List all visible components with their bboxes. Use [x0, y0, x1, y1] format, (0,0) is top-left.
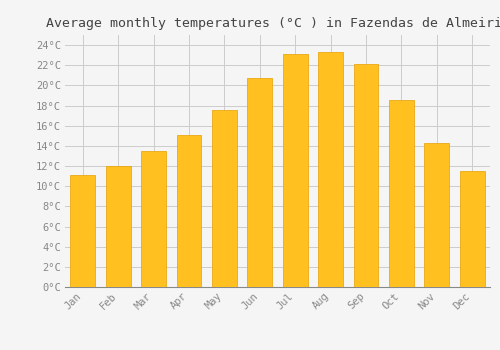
Bar	[106, 166, 130, 287]
Bar	[389, 99, 414, 287]
Bar	[460, 171, 484, 287]
Bar	[176, 135, 202, 287]
Bar	[318, 52, 343, 287]
Bar	[248, 78, 272, 287]
Bar	[70, 175, 95, 287]
Bar	[212, 110, 237, 287]
Bar	[354, 64, 378, 287]
Bar	[424, 143, 450, 287]
Bar	[141, 151, 166, 287]
Title: Average monthly temperatures (°C ) in Fazendas de Almeirim: Average monthly temperatures (°C ) in Fa…	[46, 17, 500, 30]
Bar	[283, 54, 308, 287]
